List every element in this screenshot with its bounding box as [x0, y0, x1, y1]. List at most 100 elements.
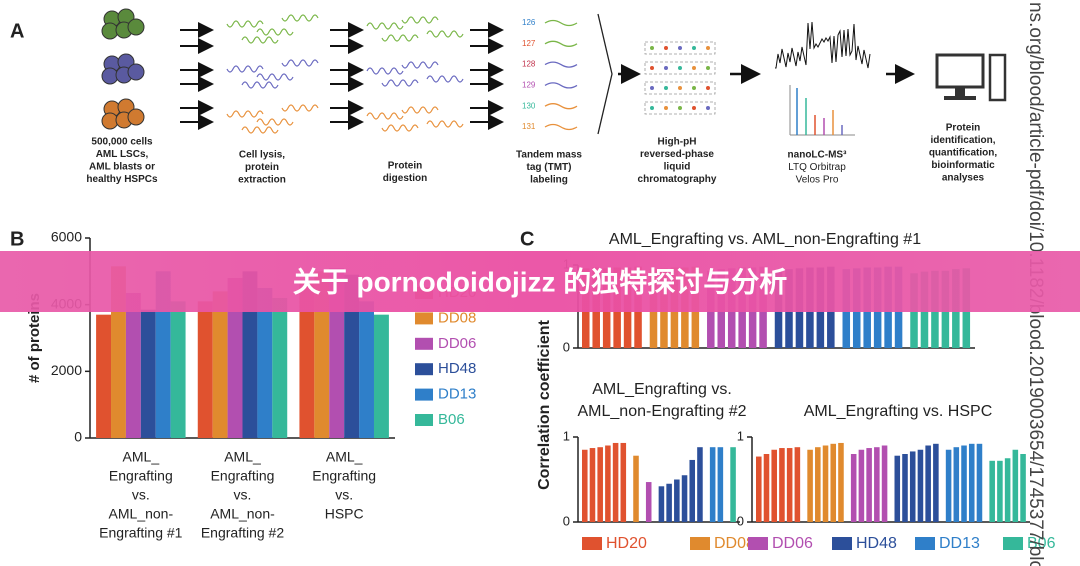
bar — [605, 445, 611, 522]
y-tick-label: 0 — [74, 429, 82, 445]
bar — [645, 482, 652, 522]
legend-label: DD13 — [438, 386, 476, 403]
banner-title: 关于 pornodoidojizz 的独特探讨与分析 — [293, 265, 788, 297]
bar — [589, 448, 596, 522]
lc-dot — [692, 46, 696, 50]
panel-label: C — [520, 228, 534, 250]
chart-title: AML_Engrafting vs. HSPC — [804, 403, 993, 420]
step-label: LTQ Orbitrap — [788, 162, 846, 173]
lc-dot — [650, 106, 654, 110]
protein-icon — [401, 61, 439, 69]
lc-dot — [678, 66, 682, 70]
legend-swatch — [1003, 537, 1023, 550]
step-label: liquid — [664, 162, 691, 173]
bar — [170, 301, 186, 438]
step-label: nanoLC-MS³ — [788, 150, 848, 161]
lc-fraction — [644, 61, 716, 75]
lc-dot — [650, 66, 654, 70]
bar — [1020, 454, 1026, 522]
step-label: AML blasts or — [89, 162, 155, 173]
protein-icon — [281, 104, 319, 112]
bar — [299, 281, 315, 438]
lc-dot — [664, 86, 668, 90]
lc-dot — [678, 106, 682, 110]
chart-title: AML_Engrafting vs. AML_non-Engrafting #1 — [609, 231, 921, 248]
step-label: identification, — [931, 135, 996, 146]
tmt-squiggle — [544, 19, 578, 27]
bar — [756, 456, 762, 522]
lc-dot — [692, 66, 696, 70]
x-tick-label: AML_ — [123, 449, 160, 465]
lc-dot — [706, 106, 710, 110]
bar — [909, 451, 916, 522]
step-label: 500,000 cells — [91, 137, 153, 148]
step-label: digestion — [383, 173, 427, 184]
legend-label: DD06 — [438, 335, 476, 352]
protein-icon — [381, 79, 419, 87]
step-label: Cell lysis, — [239, 150, 285, 161]
bar — [717, 447, 724, 522]
step-label: chromatography — [638, 174, 717, 185]
step-label: Protein — [388, 161, 422, 172]
legend-swatch — [582, 537, 602, 550]
legend-label: DD06 — [772, 535, 813, 552]
protein-icon — [241, 36, 279, 44]
protein-icon — [256, 118, 294, 126]
bar — [681, 475, 688, 522]
protein-icon — [381, 34, 419, 42]
y-tick-label: 0 — [563, 339, 570, 354]
legend-swatch — [690, 537, 710, 550]
x-tick-label: AML_non- — [210, 506, 275, 522]
chart: AML_Engrafting vs. AML_non-Engrafting #2 0… — [563, 381, 747, 528]
protein-icon — [241, 126, 279, 134]
bar — [894, 455, 901, 522]
protein-icon — [256, 73, 294, 81]
x-tick-label: vs. — [132, 487, 150, 503]
bar — [1004, 458, 1011, 522]
bar — [902, 454, 908, 522]
bar — [830, 443, 837, 522]
step-label: Velos Pro — [796, 175, 839, 186]
x-tick-label: HSPC — [325, 506, 364, 522]
bar — [597, 447, 603, 522]
protein-icon — [426, 75, 464, 83]
legend-label: B06 — [438, 411, 465, 428]
y-tick-label: 1 — [737, 428, 744, 443]
step-label: labeling — [530, 175, 568, 186]
legend-swatch — [415, 337, 433, 350]
tmt-squiggle — [544, 40, 578, 47]
lc-dot — [706, 46, 710, 50]
bar — [968, 443, 975, 522]
tmt-tag: 130 — [522, 101, 536, 110]
bar — [1012, 449, 1019, 522]
step-label: quantification, — [929, 148, 998, 159]
bar — [794, 447, 801, 522]
protein-icon — [366, 22, 404, 30]
tmt-squiggle — [544, 103, 578, 110]
bar — [838, 442, 844, 522]
cell-icon — [127, 18, 145, 36]
y-tick-label: 6000 — [51, 229, 82, 245]
protein-icon — [366, 67, 404, 75]
chart-title: AML_Engrafting vs. — [592, 381, 732, 398]
bar — [881, 445, 888, 522]
bar — [976, 443, 983, 522]
bar — [612, 442, 619, 522]
bar — [373, 314, 389, 438]
monitor-stand — [955, 87, 965, 96]
step-label: healthy HSPCs — [86, 174, 158, 185]
bar — [96, 314, 112, 438]
lc-dot — [678, 86, 682, 90]
tmt-tag: 126 — [522, 18, 536, 27]
bar — [779, 448, 785, 522]
y-axis-label: # of proteins — [26, 293, 43, 383]
protein-icon — [366, 112, 404, 120]
tmt-tag: 129 — [522, 81, 536, 90]
lc-fraction — [644, 41, 716, 55]
tmt-squiggle — [544, 61, 578, 68]
lc-dot — [664, 66, 668, 70]
bar — [807, 449, 813, 522]
bar — [850, 454, 857, 522]
bar — [933, 443, 939, 522]
